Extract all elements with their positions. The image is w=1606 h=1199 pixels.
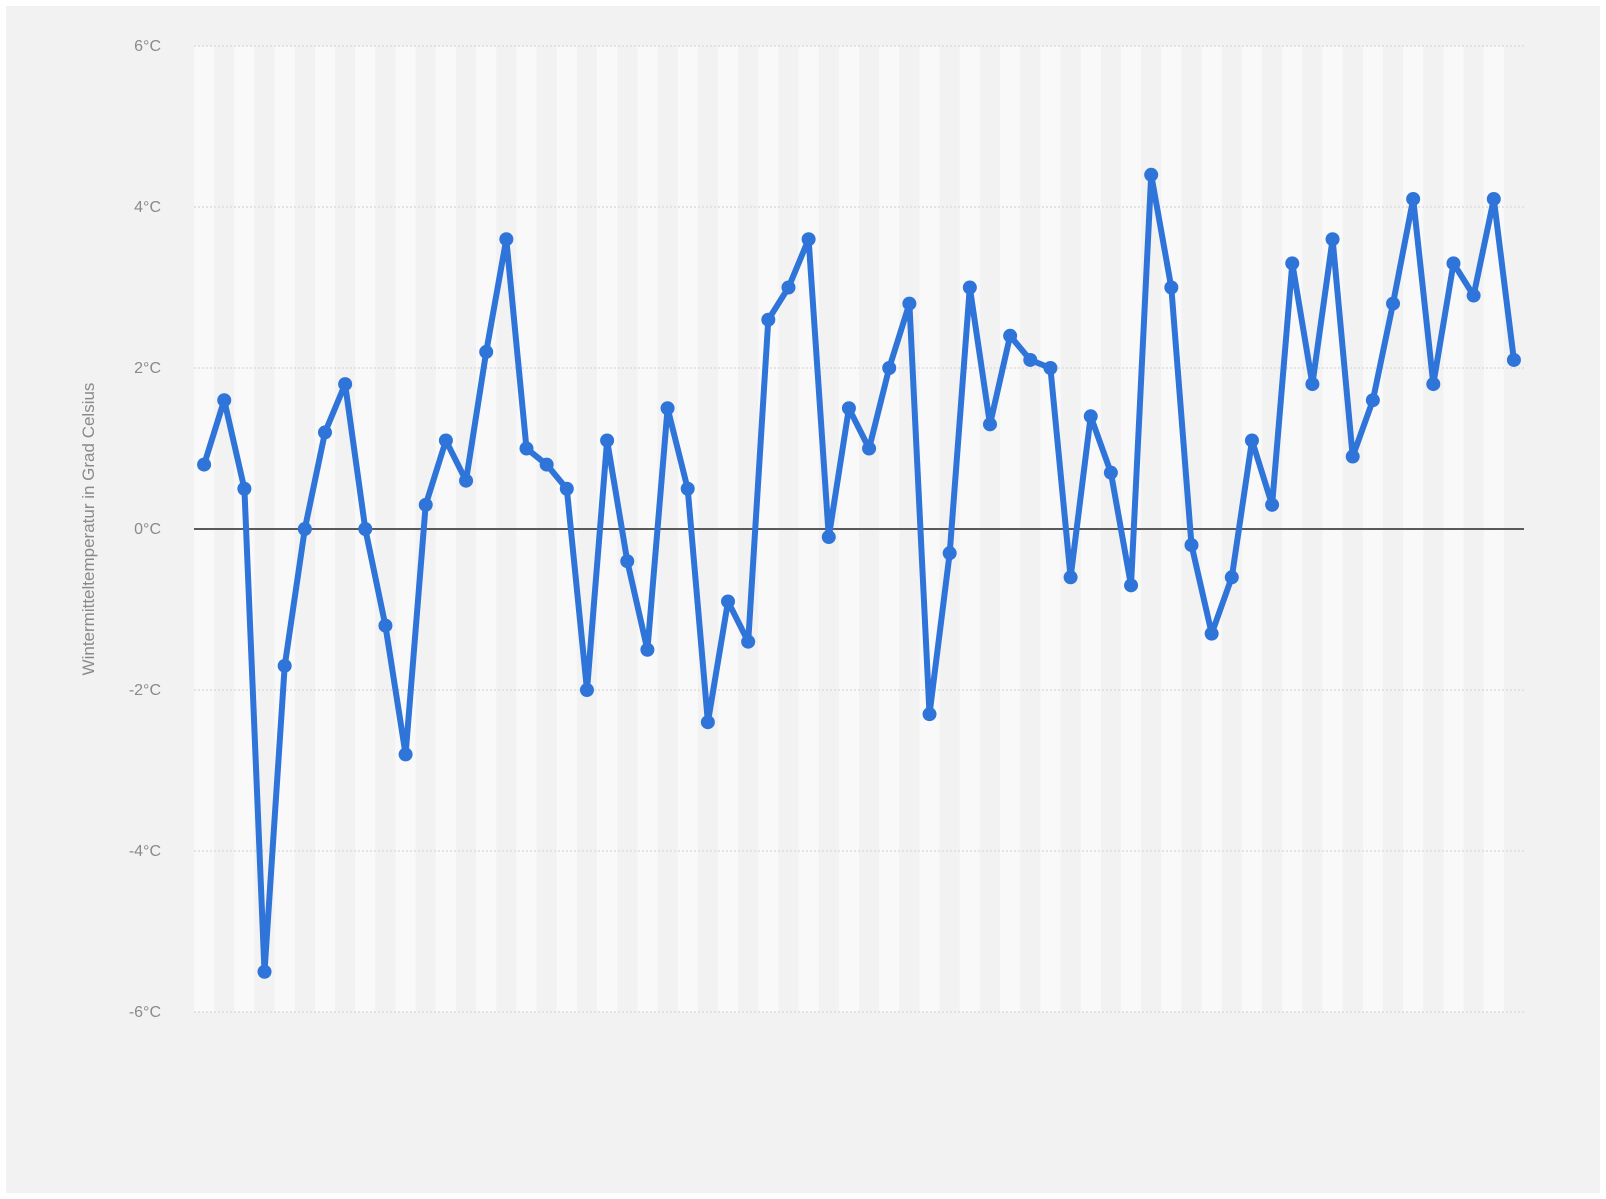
data-point[interactable]	[197, 457, 212, 472]
data-point[interactable]	[1486, 191, 1501, 206]
data-point[interactable]	[1466, 288, 1481, 303]
y-tick-label: 6°C	[134, 38, 161, 55]
data-point[interactable]	[1124, 578, 1139, 593]
data-point[interactable]	[741, 634, 756, 649]
data-point[interactable]	[539, 457, 554, 472]
data-point[interactable]	[660, 401, 675, 416]
data-point[interactable]	[438, 433, 453, 448]
data-point[interactable]	[1043, 361, 1058, 375]
data-point[interactable]	[297, 522, 312, 536]
data-point[interactable]	[1063, 570, 1078, 585]
data-point[interactable]	[579, 683, 594, 697]
data-point[interactable]	[1506, 352, 1521, 367]
data-point[interactable]	[398, 747, 413, 762]
data-point[interactable]	[519, 441, 534, 456]
data-point[interactable]	[1365, 393, 1380, 408]
y-axis-title: Wintermitteltemperatur in Grad Celsius	[79, 383, 98, 676]
line-chart: 6°C 4°C 2°C 0°C -2°C -4°C -6°C Wintermitteltem…	[79, 38, 1524, 1021]
data-point[interactable]	[882, 361, 897, 375]
data-point[interactable]	[1426, 377, 1441, 392]
data-point[interactable]	[1406, 191, 1421, 206]
data-point[interactable]	[841, 401, 856, 416]
data-point[interactable]	[1184, 538, 1199, 553]
y-axis-ticks: 6°C 4°C 2°C 0°C -2°C -4°C -6°C	[129, 38, 161, 1021]
data-point[interactable]	[1224, 570, 1239, 585]
data-point[interactable]	[499, 232, 514, 247]
data-point[interactable]	[721, 594, 736, 609]
data-point[interactable]	[982, 417, 997, 432]
y-tick-label: 0°C	[134, 521, 161, 538]
data-point[interactable]	[338, 377, 353, 392]
data-point[interactable]	[1305, 377, 1320, 392]
data-point[interactable]	[1204, 626, 1219, 641]
data-point[interactable]	[1164, 280, 1179, 295]
data-point[interactable]	[317, 425, 332, 440]
data-point[interactable]	[902, 296, 917, 311]
data-point[interactable]	[237, 481, 252, 496]
data-point[interactable]	[640, 642, 655, 657]
data-point[interactable]	[257, 964, 272, 979]
data-point[interactable]	[1325, 232, 1340, 247]
y-tick-label: -2°C	[129, 682, 161, 699]
data-point[interactable]	[1023, 352, 1038, 367]
y-tick-label: 4°C	[134, 199, 161, 216]
data-point[interactable]	[821, 530, 836, 545]
data-point[interactable]	[700, 715, 715, 730]
gridlines	[194, 45, 1524, 1013]
data-point[interactable]	[277, 658, 292, 673]
data-point[interactable]	[801, 232, 816, 247]
data-point[interactable]	[1386, 296, 1401, 311]
data-point[interactable]	[1265, 497, 1280, 512]
y-tick-label: -4°C	[129, 843, 161, 860]
data-point[interactable]	[1103, 465, 1118, 480]
data-point[interactable]	[781, 280, 796, 295]
data-point[interactable]	[418, 497, 433, 512]
data-point[interactable]	[1083, 409, 1098, 424]
data-point[interactable]	[1244, 433, 1259, 448]
y-tick-label: -6°C	[129, 1004, 161, 1021]
chart-card: 6°C 4°C 2°C 0°C -2°C -4°C -6°C Wintermitteltem…	[6, 6, 1600, 1193]
data-point[interactable]	[680, 481, 695, 496]
data-point[interactable]	[600, 433, 615, 448]
data-point[interactable]	[962, 280, 977, 295]
data-point[interactable]	[378, 618, 393, 633]
data-point[interactable]	[942, 546, 957, 561]
series-line	[201, 171, 1517, 975]
data-point[interactable]	[1003, 328, 1018, 343]
data-point[interactable]	[862, 441, 877, 456]
data-point[interactable]	[217, 393, 232, 408]
data-point[interactable]	[922, 707, 937, 722]
data-point[interactable]	[459, 473, 474, 488]
data-point[interactable]	[1446, 256, 1461, 271]
data-point[interactable]	[1345, 449, 1360, 464]
series-temperature	[197, 167, 1521, 979]
data-point[interactable]	[559, 481, 574, 496]
data-point[interactable]	[1285, 256, 1300, 271]
data-point[interactable]	[1144, 167, 1159, 182]
data-point[interactable]	[358, 522, 373, 536]
data-point[interactable]	[479, 344, 494, 359]
data-point[interactable]	[620, 554, 635, 569]
y-tick-label: 2°C	[134, 360, 161, 377]
data-point[interactable]	[761, 312, 776, 327]
